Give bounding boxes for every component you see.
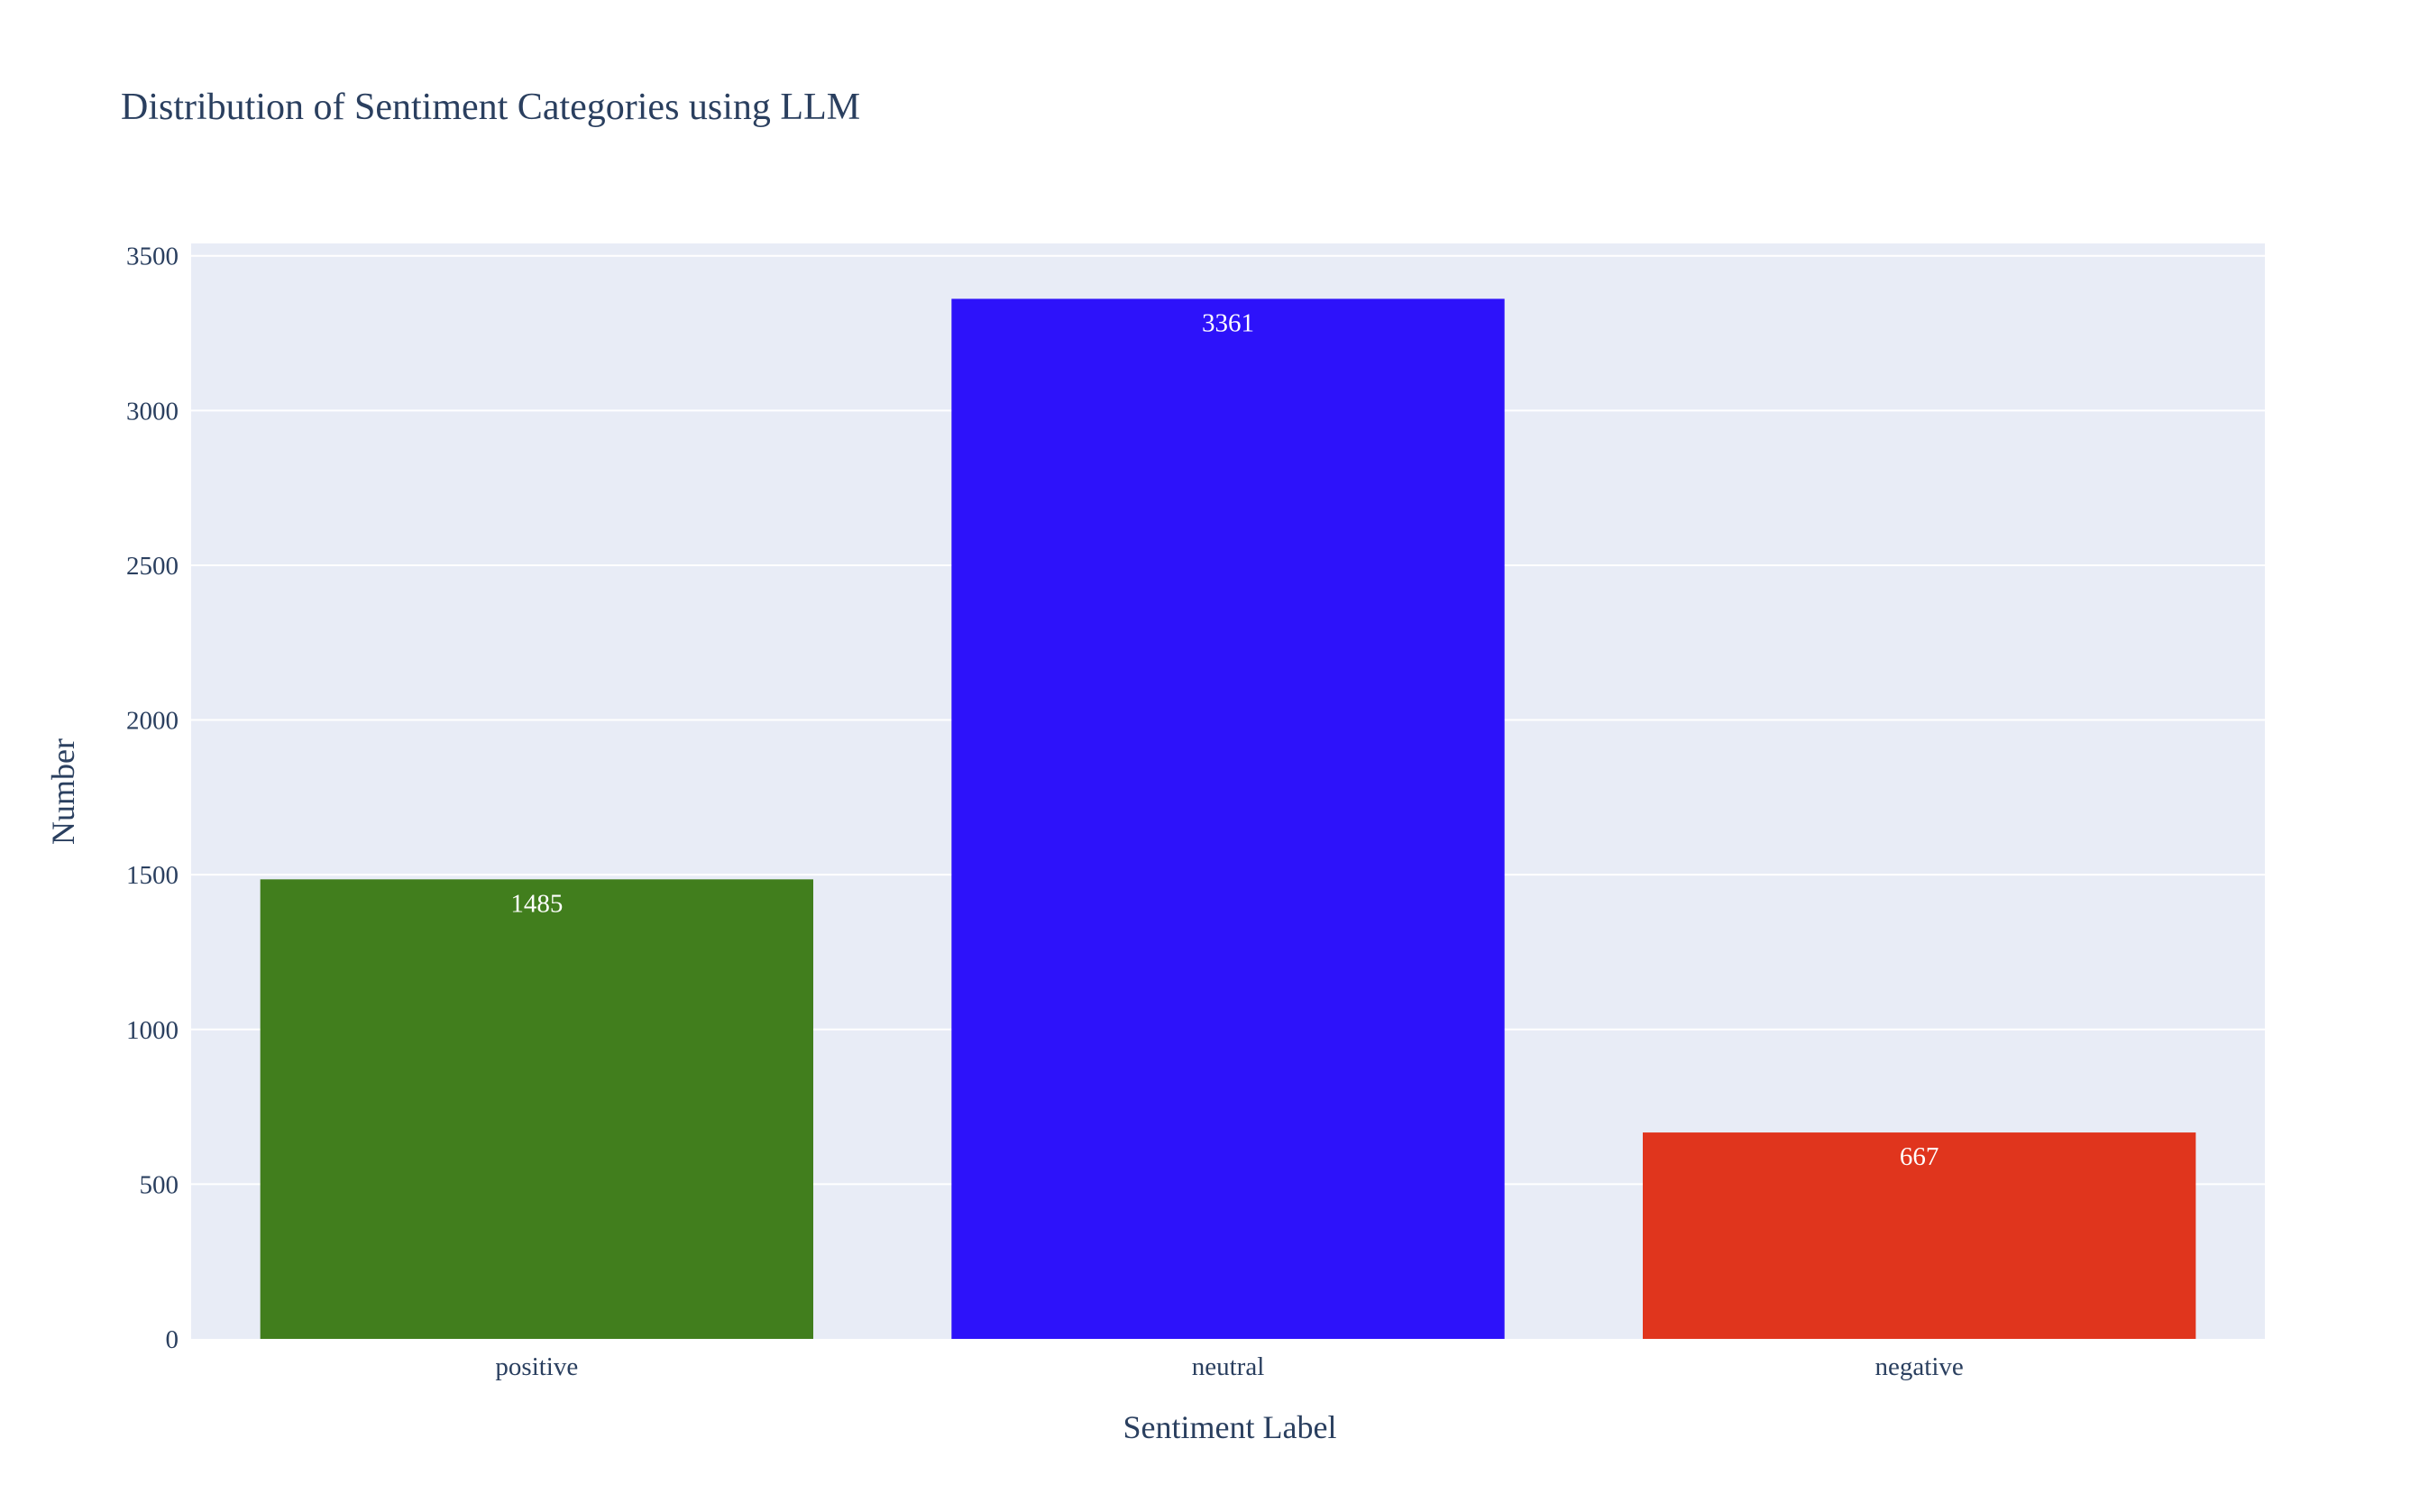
y-tick-label: 2000 xyxy=(126,707,179,736)
bars xyxy=(260,298,2196,1340)
bar-value-label-negative: 667 xyxy=(1900,1142,1939,1171)
y-axis-title: Number xyxy=(45,738,81,845)
chart-title: Distribution of Sentiment Categories usi… xyxy=(121,87,860,128)
y-tick-label: 1500 xyxy=(126,861,179,890)
y-tick-label: 500 xyxy=(140,1170,179,1199)
bar-value-labels: 1485 3361 667 xyxy=(510,308,1939,1171)
bar-value-label-positive: 1485 xyxy=(510,889,563,918)
x-tick-label-negative: negative xyxy=(1875,1352,1964,1381)
y-tick-label: 3500 xyxy=(126,243,179,271)
bar-neutral xyxy=(951,298,1505,1340)
x-tick-label-neutral: neutral xyxy=(1192,1352,1265,1381)
bar-positive xyxy=(260,879,814,1339)
y-tick-label: 3000 xyxy=(126,397,179,426)
x-axis-title: Sentiment Label xyxy=(1123,1409,1337,1445)
bar-value-label-neutral: 3361 xyxy=(1202,308,1254,337)
y-tick-label: 2500 xyxy=(126,552,179,581)
y-tick-labels: 0 500 1000 1500 2000 2500 3000 3500 xyxy=(126,243,179,1354)
y-tick-label: 0 xyxy=(166,1325,179,1354)
y-tick-label: 1000 xyxy=(126,1016,179,1045)
x-tick-labels: positive neutral negative xyxy=(495,1352,1963,1381)
x-tick-label-positive: positive xyxy=(495,1352,578,1381)
bar-negative xyxy=(1643,1132,2196,1339)
